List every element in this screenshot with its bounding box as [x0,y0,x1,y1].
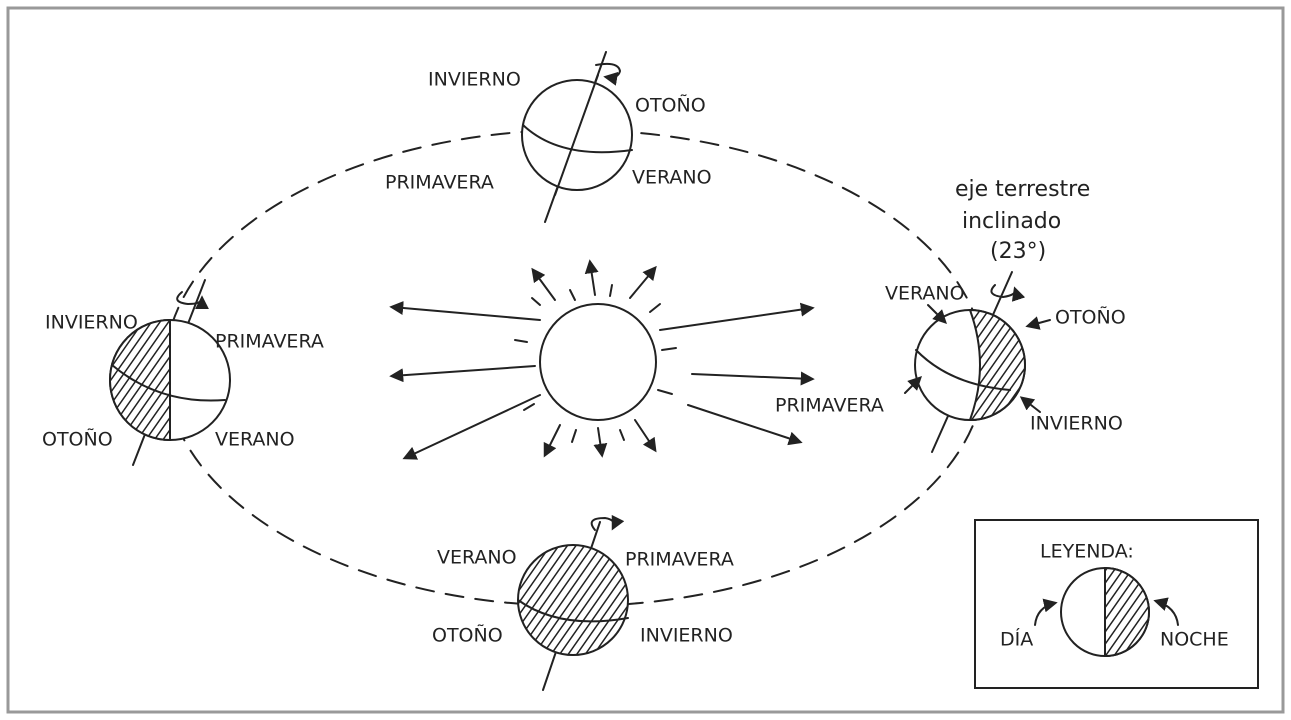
annotation: inclinado [962,209,1061,234]
label: PRIMAVERA [215,331,324,353]
label: INVIERNO [45,312,138,334]
label: PRIMAVERA [385,172,494,194]
legend-title: LEYENDA: [1040,541,1134,563]
annotation: eje terrestre [955,177,1090,202]
label: VERANO [632,167,712,189]
label: VERANO [437,547,517,569]
label: INVIERNO [1030,413,1123,435]
diagram: INVIERNO OTOÑO PRIMAVERA VERANO VERANO O… [0,0,1291,720]
legend-day: DÍA [1000,628,1033,651]
label: VERANO [215,429,295,451]
label: VERANO [885,283,965,305]
label: PRIMAVERA [775,395,884,417]
label: INVIERNO [428,69,521,91]
annotation: (23°) [990,239,1046,264]
label: OTOÑO [432,624,503,647]
label: PRIMAVERA [625,549,734,571]
label: OTOÑO [42,428,113,451]
legend-night: NOCHE [1160,629,1229,651]
label: INVIERNO [640,625,733,647]
label: OTOÑO [1055,306,1126,329]
label: OTOÑO [635,94,706,117]
legend: LEYENDA: DÍA NOCHE [975,520,1258,688]
